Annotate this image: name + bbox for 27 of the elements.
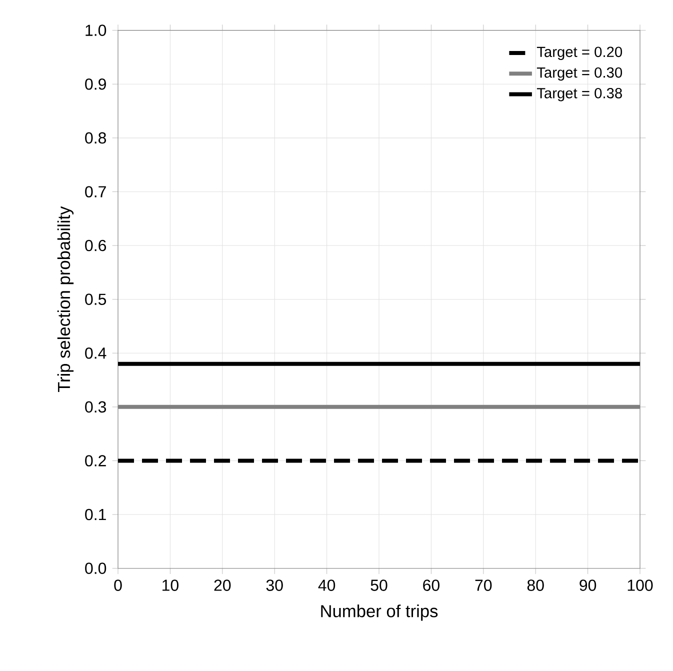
y-tick-label: 0.6: [85, 240, 106, 252]
legend-label: Target = 0.20: [536, 46, 622, 60]
x-axis-title: Number of trips: [321, 604, 438, 621]
x-tick-label: 20: [214, 580, 231, 591]
y-tick-label: 0.9: [85, 78, 106, 90]
y-tick-label: 0.8: [85, 132, 106, 144]
y-tick-label: 0.2: [85, 455, 106, 466]
x-tick-label: 90: [580, 580, 596, 591]
x-tick-label: 40: [318, 580, 336, 591]
y-tick-label: 1.0: [86, 24, 106, 36]
y-tick-label: 0.0: [85, 562, 106, 574]
y-tick-label: 0.1: [85, 508, 106, 520]
x-tick-label: 30: [266, 580, 283, 591]
y-tick-label: 0.4: [85, 347, 106, 359]
y-tick-label: 0.3: [85, 401, 106, 413]
y-axis-title: Trip selection probability: [57, 206, 74, 392]
x-tick-label: 50: [370, 580, 388, 591]
y-tick-label: 0.7: [85, 186, 106, 198]
legend-label: Target = 0.38: [536, 88, 622, 102]
x-tick-label: 0: [114, 580, 122, 591]
x-tick-label: 60: [423, 580, 440, 591]
x-tick-label: 70: [475, 580, 492, 591]
x-tick-label: 80: [527, 580, 544, 591]
x-tick-label: 10: [162, 580, 178, 591]
legend-label: Target = 0.30: [536, 67, 622, 81]
x-tick-label: 100: [628, 580, 653, 591]
y-tick-label: 0.5: [85, 294, 106, 305]
